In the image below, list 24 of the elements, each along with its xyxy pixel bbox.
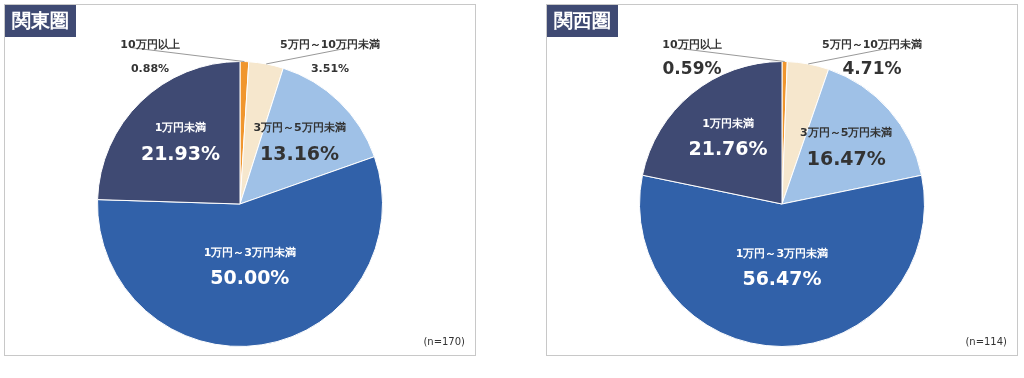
text: (n=170) [423,336,465,347]
data-label: 4.71% [842,57,902,78]
slice-label: 1万円未満 [702,116,754,130]
text: (n=114) [965,336,1007,347]
slice-label: 10万円以上 [120,38,180,52]
data-label: 21.93% [140,141,221,164]
slice-label: 5万円～10万円未満 [822,38,922,52]
slice-label: 1万円未満 [154,121,207,135]
data-label: 50.00% [210,266,290,289]
slice-label: 1万円～3万円未満 [735,246,829,260]
data-label: 16.47% [806,146,886,169]
slice-label: 3万円～5万円未満 [253,121,346,135]
slice-label: 10万円以上 [662,38,722,52]
data-label: 13.16% [259,141,340,164]
chart-title: 関東圏 [5,5,76,37]
data-label: 21.76% [688,136,768,159]
data-label: 56.47% [742,267,822,290]
chart-title: 関西圏 [547,5,618,37]
data-label: 0.59% [662,57,722,78]
slice-label: 3万円～5万円未満 [800,126,893,140]
data-label: 3.51% [310,62,350,76]
slice-label: 1万円～3万円未満 [203,246,296,260]
slice-label: 5万円～10万円未満 [280,38,380,52]
data-label: 0.88% [130,62,170,76]
